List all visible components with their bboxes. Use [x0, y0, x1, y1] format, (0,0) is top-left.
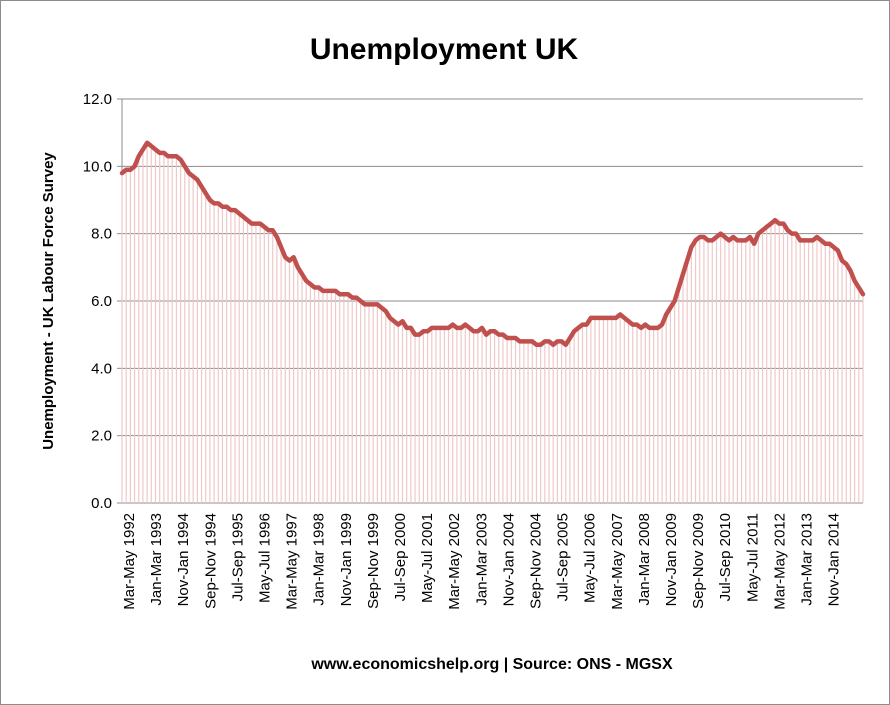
x-tick-label: Jan-Mar 1993 [148, 513, 165, 606]
x-tick-label: Jan-Mar 2013 [799, 513, 816, 606]
x-tick-labels: Mar-May 1992 Jan-Mar 1993 Nov-Jan 1994 Sep-… [121, 513, 843, 610]
x-tick-label: Jul-Sep 1995 [229, 513, 246, 601]
x-tick-label: Jul-Sep 2000 [392, 513, 409, 601]
x-tick-label: Jan-Mar 2003 [473, 513, 490, 606]
area-fill [121, 142, 864, 503]
x-tick-label: Nov-Jan 2004 [500, 513, 517, 606]
y-tick-label: 0.0 [91, 495, 112, 512]
y-axis-label: Unemployment - UK Labour Force Survey [40, 152, 57, 450]
chart-title: Unemployment UK [310, 33, 579, 66]
x-tick-label: Jan-Mar 2008 [636, 513, 653, 606]
x-tick-label: Mar-May 1997 [284, 513, 301, 610]
x-tick-label: Nov-Jan 1999 [338, 513, 355, 606]
series-line-group [119, 140, 866, 348]
y-tick-labels: 0.0 2.0 4.0 6.0 8.0 10.0 12.0 [83, 91, 112, 512]
series-line [119, 140, 866, 348]
x-tick-label: Sep-Nov 2009 [690, 513, 707, 609]
x-tick-label: May-Jul 2001 [419, 513, 436, 603]
x-tick-label: May-Jul 2006 [582, 513, 599, 603]
y-tick-label: 10.0 [83, 158, 112, 175]
x-tick-label: Mar-May 2007 [609, 513, 626, 610]
x-tick-label: Sep-Nov 1994 [202, 513, 219, 609]
y-tick-label: 6.0 [91, 293, 112, 310]
x-tick-label: Sep-Nov 2004 [528, 513, 545, 609]
y-tick-label: 8.0 [91, 226, 112, 243]
x-tick-label: Nov-Jan 1994 [175, 513, 192, 606]
x-tick-label: Nov-Jan 2014 [826, 513, 843, 606]
x-tick-label: Sep-Nov 1999 [365, 513, 382, 609]
x-tick-label: May-Jul 1996 [257, 513, 274, 603]
x-tick-label: Mar-May 2012 [771, 513, 788, 610]
source-note: www.economicshelp.org | Source: ONS - MG… [310, 656, 673, 673]
x-tick-label: Jan-Mar 1998 [311, 513, 328, 606]
x-tick-label: Jul-Sep 2005 [555, 513, 572, 601]
y-tick-label: 2.0 [91, 428, 112, 445]
x-tick-label: Mar-May 1992 [121, 513, 138, 610]
x-tick-label: Mar-May 2002 [446, 513, 463, 610]
x-tick-label: Jul-Sep 2010 [717, 513, 734, 601]
x-tick-label: May-Jul 2011 [744, 513, 761, 602]
x-tick-label: Nov-Jan 2009 [663, 513, 680, 606]
y-tick-label: 4.0 [91, 360, 112, 377]
y-tick-label: 12.0 [83, 91, 112, 108]
